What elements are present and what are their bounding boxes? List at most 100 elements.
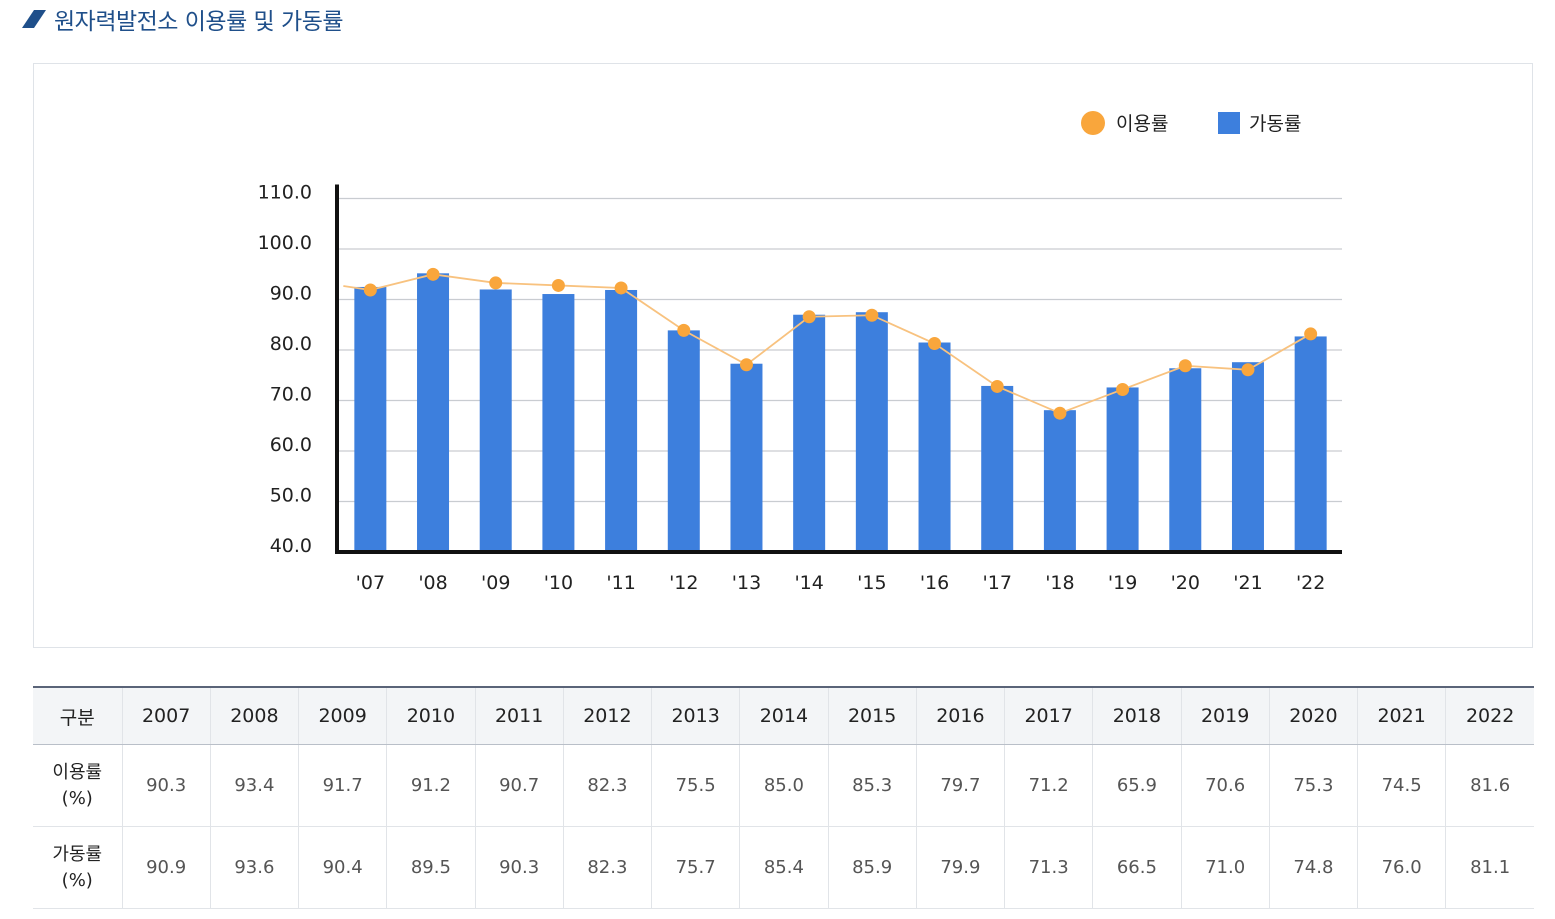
table-cell: 85.3 xyxy=(828,744,917,827)
bar xyxy=(479,289,512,552)
line-point xyxy=(865,308,879,322)
x-tick-label: '09 xyxy=(481,572,510,594)
line-point xyxy=(614,281,628,295)
legend: 이용률 가동률 xyxy=(1081,111,1301,135)
table-cell: 93.4 xyxy=(210,744,300,827)
x-tick-label: '12 xyxy=(669,572,698,594)
legend-bar-swatch xyxy=(1218,112,1240,134)
line-point xyxy=(1241,363,1255,377)
legend-line-swatch xyxy=(1081,111,1105,135)
y-tick-label: 110.0 xyxy=(258,182,312,204)
table-cell: 71.0 xyxy=(1181,826,1270,909)
table-header-year: 2012 xyxy=(563,687,653,745)
table-cell: 85.0 xyxy=(739,744,829,827)
y-tick-label: 90.0 xyxy=(270,283,312,305)
table-cell: 71.2 xyxy=(1004,744,1094,827)
table-cell: 91.2 xyxy=(386,744,476,827)
table-cell: 85.9 xyxy=(828,826,917,909)
table-cell: 79.9 xyxy=(916,826,1006,909)
y-tick-label: 100.0 xyxy=(258,232,312,254)
x-tick-label: '20 xyxy=(1171,572,1200,594)
table-header-year: 2019 xyxy=(1181,687,1270,745)
table-cell: 79.7 xyxy=(916,744,1006,827)
table-header-year: 2020 xyxy=(1269,687,1359,745)
table-row-label: 이용률 (%) xyxy=(33,744,123,827)
table-header-year: 2014 xyxy=(739,687,829,745)
table-header-year: 2017 xyxy=(1004,687,1094,745)
x-tick-label: '13 xyxy=(732,572,761,594)
bar xyxy=(605,289,638,552)
bar xyxy=(1106,387,1139,552)
table-cell: 90.4 xyxy=(298,826,388,909)
section-title: 원자력발전소 이용률 및 가동률 xyxy=(22,4,344,35)
line-point xyxy=(1116,382,1130,396)
y-tick-label: 60.0 xyxy=(270,434,312,456)
x-tick-label: '17 xyxy=(983,572,1012,594)
line-point xyxy=(489,276,503,290)
table-cell: 85.4 xyxy=(739,826,829,909)
line-point xyxy=(551,278,565,292)
table-row: 가동률 (%) 90.9 93.6 90.4 89.5 90.3 82.3 75.7 85.4 85… xyxy=(33,826,1534,909)
x-tick-label: '08 xyxy=(418,572,447,594)
line-point xyxy=(928,337,942,351)
table-cell: 74.8 xyxy=(1269,826,1359,909)
bar xyxy=(417,273,450,552)
table-header-year: 2008 xyxy=(210,687,300,745)
x-tick-label: '18 xyxy=(1045,572,1074,594)
table-cell: 91.7 xyxy=(298,744,388,827)
bar xyxy=(730,363,763,552)
chart-panel: 40.0 50.0 60.0 70.0 80.0 90.0 100.0 110.0 '07 '08… xyxy=(33,63,1533,648)
x-tick-label: '14 xyxy=(794,572,823,594)
table-header-year: 2015 xyxy=(828,687,917,745)
x-tick-label: '10 xyxy=(544,572,573,594)
table-header-year: 2013 xyxy=(651,687,741,745)
legend-label: 이용률 xyxy=(1116,113,1168,135)
x-tick-label: '11 xyxy=(606,572,635,594)
line-point xyxy=(1178,359,1192,373)
table-cell: 75.7 xyxy=(651,826,741,909)
x-tick-label: '07 xyxy=(356,572,385,594)
bar xyxy=(667,330,700,552)
table-header-row: 구분 2007 2008 2009 2010 2011 2012 2013 2014 2015 2… xyxy=(33,687,1534,745)
y-tick-label: 80.0 xyxy=(270,333,312,355)
table-cell: 81.1 xyxy=(1445,826,1534,909)
table-cell: 65.9 xyxy=(1092,744,1182,827)
line-point xyxy=(677,323,691,337)
line-point xyxy=(802,310,816,324)
x-tick-label: '19 xyxy=(1108,572,1137,594)
table-header-year: 2010 xyxy=(386,687,476,745)
y-tick-label: 50.0 xyxy=(270,485,312,507)
bar xyxy=(981,385,1014,552)
x-tick-label: '21 xyxy=(1233,572,1262,594)
table-header-year: 2007 xyxy=(122,687,211,745)
table-cell: 70.6 xyxy=(1181,744,1270,827)
line-point xyxy=(990,379,1004,393)
bar xyxy=(855,312,888,552)
bar xyxy=(354,286,387,552)
table-cell: 90.9 xyxy=(122,826,211,909)
bar xyxy=(1294,336,1327,552)
bar xyxy=(918,342,951,552)
bar xyxy=(793,314,826,552)
y-tick-label: 40.0 xyxy=(270,535,312,557)
table-header-year: 2021 xyxy=(1357,687,1447,745)
table-cell: 82.3 xyxy=(563,826,653,909)
slash-bullet-icon xyxy=(22,10,46,28)
page-title: 원자력발전소 이용률 및 가동률 xyxy=(54,9,344,35)
bar xyxy=(1169,368,1202,552)
line-point xyxy=(1304,327,1318,341)
table-cell: 89.5 xyxy=(386,826,476,909)
table-cell: 71.3 xyxy=(1004,826,1094,909)
line-point xyxy=(426,267,440,281)
table-cell: 82.3 xyxy=(563,744,653,827)
x-tick-label: '15 xyxy=(857,572,886,594)
line-point xyxy=(363,283,377,297)
table-cell: 90.3 xyxy=(475,826,564,909)
line-point xyxy=(1053,406,1067,420)
bar xyxy=(542,294,575,552)
table-row-label: 가동률 (%) xyxy=(33,826,123,909)
y-tick-label: 70.0 xyxy=(270,384,312,406)
table-cell: 90.3 xyxy=(122,744,211,827)
table-cell: 76.0 xyxy=(1357,826,1447,909)
bar xyxy=(1043,410,1076,552)
